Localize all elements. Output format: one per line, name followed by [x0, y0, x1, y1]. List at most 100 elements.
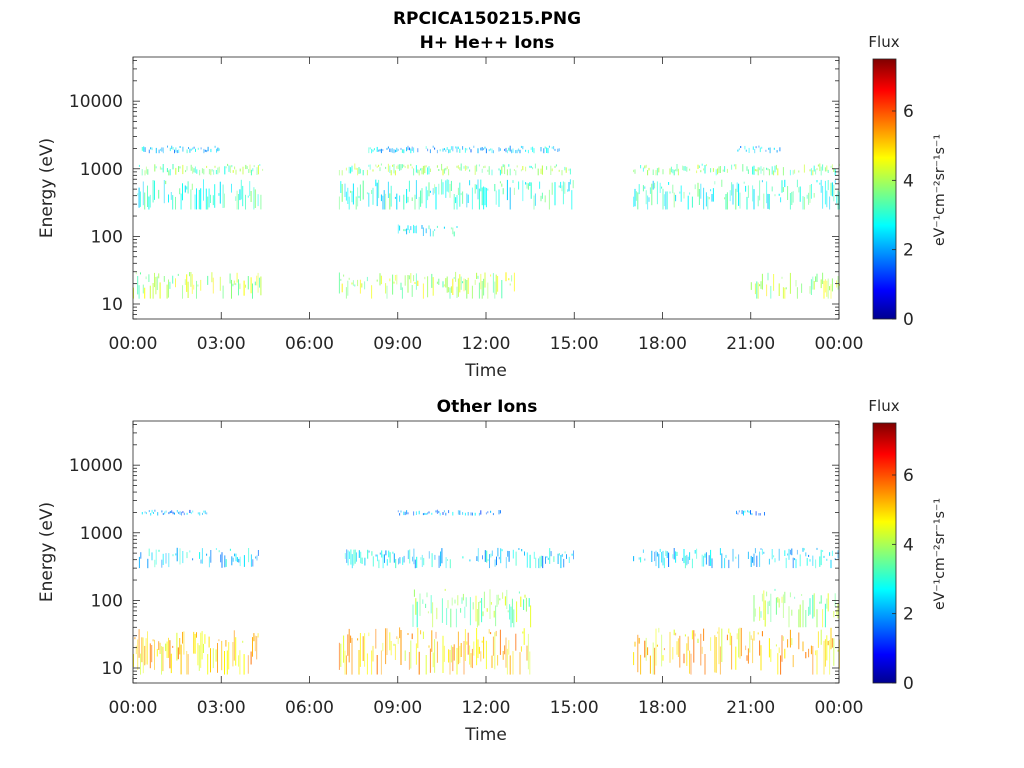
- flux-streak: [460, 163, 462, 171]
- flux-streak: [448, 169, 450, 176]
- flux-streak: [656, 168, 658, 176]
- flux-streak: [224, 555, 226, 568]
- flux-streak: [513, 187, 515, 195]
- flux-streak: [824, 167, 826, 172]
- flux-streak: [238, 655, 239, 667]
- flux-streak: [349, 551, 350, 559]
- flux-streak: [559, 553, 560, 556]
- flux-streak: [418, 510, 420, 515]
- flux-streak: [750, 635, 752, 640]
- flux-streak: [640, 654, 642, 675]
- flux-streak: [707, 196, 709, 210]
- flux-streak: [759, 640, 761, 656]
- flux-streak: [389, 552, 391, 563]
- flux-streak: [731, 182, 733, 196]
- flux-streak: [485, 187, 487, 208]
- flux-streak: [558, 169, 560, 172]
- flux-streak: [441, 548, 443, 564]
- flux-streak: [809, 598, 811, 615]
- flux-streak: [499, 169, 501, 176]
- flux-streak: [480, 179, 482, 192]
- flux-streak: [178, 149, 180, 153]
- flux-streak: [427, 167, 429, 175]
- flux-streak: [441, 163, 443, 171]
- flux-streak: [457, 187, 459, 195]
- flux-streak: [390, 170, 392, 176]
- flux-streak: [729, 632, 731, 646]
- flux-streak: [425, 513, 427, 515]
- flux-streak: [704, 654, 706, 675]
- flux-streak: [830, 284, 832, 299]
- flux-streak: [376, 655, 378, 675]
- flux-streak: [429, 228, 431, 237]
- flux-streak: [470, 653, 472, 668]
- flux-streak: [838, 191, 840, 210]
- flux-streak: [661, 634, 663, 667]
- flux-streak: [719, 548, 721, 556]
- flux-streak: [432, 602, 434, 628]
- flux-streak: [779, 147, 781, 152]
- flux-streak: [768, 147, 770, 150]
- flux-streak: [165, 510, 167, 513]
- flux-streak: [546, 166, 548, 170]
- flux-streak: [414, 194, 416, 210]
- flux-streak: [422, 513, 424, 516]
- flux-streak: [376, 182, 378, 207]
- flux-streak: [431, 553, 433, 568]
- flux-streak: [385, 628, 387, 665]
- flux-streak: [746, 655, 748, 661]
- flux-streak: [701, 163, 703, 166]
- flux-streak: [763, 551, 765, 554]
- flux-streak: [161, 559, 163, 568]
- flux-streak: [199, 552, 201, 559]
- flux-streak: [249, 181, 251, 196]
- flux-streak: [366, 192, 368, 195]
- flux-streak: [404, 511, 406, 516]
- flux-streak: [761, 631, 763, 637]
- flux-streak: [432, 277, 434, 296]
- flux-streak: [410, 273, 412, 283]
- x-axis: 00:00 03:00 06:00 09:00 12:00 15:00 18:00 21:00…: [109, 57, 864, 354]
- flux-streak: [460, 643, 462, 657]
- flux-streak: [815, 276, 817, 282]
- flux-streak: [824, 639, 826, 667]
- flux-streak: [489, 589, 491, 619]
- flux-streak: [420, 190, 422, 207]
- flux-streak: [691, 196, 693, 208]
- flux-streak: [508, 147, 510, 151]
- flux-streak: [394, 275, 396, 281]
- flux-streak: [655, 550, 657, 567]
- flux-streak: [722, 169, 724, 172]
- flux-streak: [763, 590, 765, 620]
- flux-streak: [404, 166, 406, 168]
- flux-streak: [508, 551, 510, 562]
- flux-streak: [761, 168, 763, 171]
- flux-streak: [445, 557, 447, 569]
- flux-streak: [683, 191, 685, 199]
- flux-streak: [689, 650, 691, 674]
- flux-streak: [737, 512, 739, 515]
- flux-streak: [347, 550, 349, 566]
- flux-streak: [768, 169, 770, 176]
- colorbar-tick-label: 4: [903, 535, 914, 555]
- flux-streak: [485, 512, 487, 515]
- flux-streak: [401, 149, 403, 153]
- colorbar-title: Flux: [868, 397, 899, 415]
- flux-streak: [382, 195, 384, 210]
- x-axis-label: Time: [464, 725, 507, 745]
- flux-streak: [413, 168, 415, 176]
- flux-streak: [193, 284, 195, 290]
- flux-streak: [168, 194, 169, 203]
- flux-streak: [753, 189, 755, 210]
- flux-streak: [802, 641, 804, 652]
- flux-streak: [456, 195, 458, 210]
- flux-streak: [341, 184, 343, 202]
- flux-streak: [259, 277, 260, 288]
- flux-streak: [194, 194, 196, 210]
- flux-streak: [219, 276, 221, 291]
- flux-streak: [454, 599, 456, 604]
- flux-streak: [207, 275, 209, 285]
- flux-streak: [813, 593, 815, 617]
- flux-streak: [551, 182, 553, 195]
- flux-streak: [524, 594, 526, 598]
